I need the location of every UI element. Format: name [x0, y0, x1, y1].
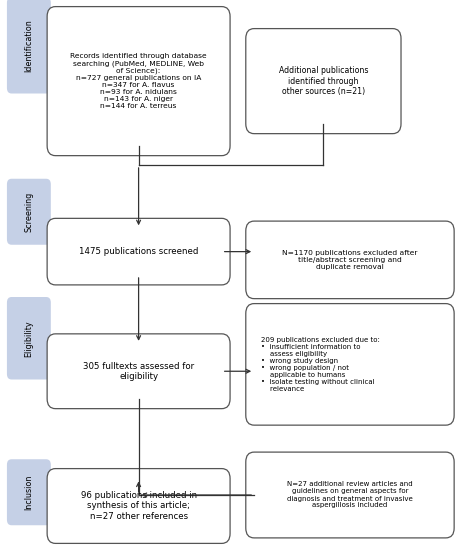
FancyBboxPatch shape [7, 179, 51, 245]
FancyBboxPatch shape [246, 29, 401, 134]
Text: Inclusion: Inclusion [24, 475, 33, 510]
Text: 1475 publications screened: 1475 publications screened [79, 247, 198, 256]
FancyBboxPatch shape [246, 304, 454, 425]
FancyBboxPatch shape [47, 7, 230, 156]
FancyBboxPatch shape [47, 469, 230, 543]
FancyBboxPatch shape [7, 297, 51, 379]
FancyBboxPatch shape [7, 0, 51, 94]
FancyBboxPatch shape [246, 452, 454, 538]
Text: Screening: Screening [24, 191, 33, 232]
Text: Records identified through database
searching (PubMed, MEDLINE, Web
of Science):: Records identified through database sear… [70, 53, 207, 109]
FancyBboxPatch shape [47, 334, 230, 409]
FancyBboxPatch shape [47, 218, 230, 285]
Text: 305 fulltexts assessed for
eligibility: 305 fulltexts assessed for eligibility [83, 361, 194, 381]
FancyBboxPatch shape [246, 221, 454, 299]
Text: N=1170 publications excluded after
title/abstract screening and
duplicate remova: N=1170 publications excluded after title… [282, 250, 418, 270]
Text: 96 publications included in
synthesis of this article;
n=27 other references: 96 publications included in synthesis of… [80, 491, 197, 521]
Text: Additional publications
identified through
other sources (n=21): Additional publications identified throu… [279, 66, 368, 96]
Text: 209 publications excluded due to:
•  insufficient information to
    assess elig: 209 publications excluded due to: • insu… [261, 337, 380, 392]
Text: Eligibility: Eligibility [24, 320, 33, 356]
FancyBboxPatch shape [7, 459, 51, 525]
Text: N=27 additional review articles and
guidelines on general aspects for
diagnosis : N=27 additional review articles and guid… [287, 481, 413, 509]
Text: Identification: Identification [24, 19, 33, 72]
